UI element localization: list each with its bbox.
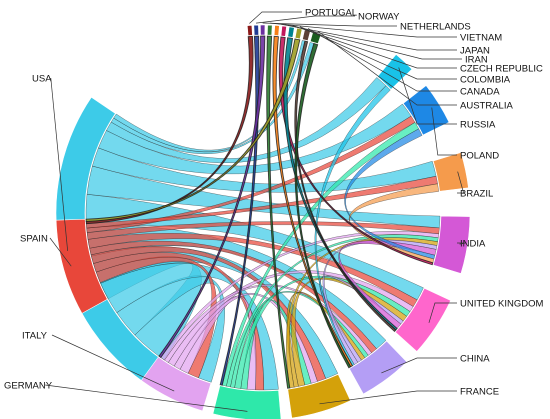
leader-line-italy (51, 334, 175, 392)
ribbons-layer (85, 35, 441, 391)
ribbon-germany-to-india (226, 234, 439, 388)
ribbon-spain-to-france (90, 246, 326, 382)
leader-line-brazil (457, 171, 465, 194)
ribbon-italy-to-united-kingdom (168, 270, 414, 367)
node-arc-netherlands (260, 24, 266, 36)
node-label-australia: AUSTRALIA (460, 101, 513, 112)
leader-line-usa (50, 77, 69, 252)
leader-line-australia (317, 30, 457, 106)
ribbon-spain-to-china (89, 240, 377, 353)
node-label-portugal: PORTUGAL (305, 8, 357, 19)
node-label-brazil: BRAZIL (460, 189, 493, 200)
leader-line-france (319, 390, 457, 405)
leader-line-portugal (249, 11, 302, 24)
leader-line-norway (255, 15, 355, 24)
leader-line-netherlands (262, 22, 397, 27)
ribbon-usa-to-united-kingdom (85, 194, 424, 301)
leader-line-canada (307, 28, 457, 92)
node-label-vietnam: VIETNAM (460, 33, 502, 44)
node-label-norway: NORWAY (358, 12, 400, 23)
node-label-poland: POLAND (460, 151, 499, 162)
ribbon-poland-to-india (344, 128, 436, 260)
node-label-colombia: COLOMBIA (460, 75, 511, 86)
node-arc-portugal (246, 25, 253, 36)
ribbon-vietnam-to-france (266, 35, 291, 389)
ribbon-italy-to-india (160, 231, 439, 361)
node-arc-spain (55, 218, 108, 314)
ribbon-norway-to-germany (219, 35, 260, 386)
ribbon-brazil-to-india (349, 183, 439, 264)
leader-line-vietnam (269, 22, 457, 38)
node-arc-france (287, 373, 351, 419)
node-label-czech-republic: CZECH REPUBLIC (460, 64, 543, 75)
leader-line-germany (45, 384, 248, 412)
node-label-china: CHINA (460, 354, 490, 365)
node-label-usa: USA (32, 74, 52, 85)
ribbon-usa-to-brazil (92, 147, 437, 193)
leader-line-spain (49, 237, 72, 267)
node-arcs-layer (55, 24, 471, 419)
node-label-united-kingdom: UNITED KINGDOM (460, 299, 543, 310)
node-arc-iran (280, 25, 287, 37)
ribbon-russia-to-china (314, 85, 391, 366)
node-label-iran: IRAN (465, 55, 488, 66)
node-label-russia: RUSSIA (460, 120, 496, 131)
node-label-spain: SPAIN (20, 234, 48, 245)
leader-line-india (457, 242, 466, 245)
node-label-india: INDIA (460, 239, 486, 250)
node-label-italy: ITALY (22, 331, 48, 342)
leader-line-china (381, 357, 457, 374)
node-label-netherlands: NETHERLANDS (400, 22, 471, 33)
node-arc-vietnam (267, 24, 273, 36)
node-arc-japan (273, 25, 280, 37)
node-label-france: FRANCE (460, 387, 499, 398)
node-arc-colombia (294, 27, 303, 40)
node-arc-czech-republic (287, 26, 295, 38)
node-arc-china (348, 340, 408, 395)
ribbon-germany-to-poland (222, 122, 419, 387)
node-label-japan: JAPAN (460, 46, 490, 57)
node-arc-brazil (432, 152, 469, 192)
node-arc-germany (212, 385, 282, 419)
node-label-canada: CANADA (460, 87, 500, 98)
ribbon-canada-to-united-kingdom (294, 40, 397, 333)
ribbon-netherlands-to-italy (158, 35, 266, 359)
leader-line-united-kingdom (428, 302, 457, 323)
node-arc-united-kingdom (394, 287, 452, 352)
leader-line-czech-republic (291, 24, 457, 69)
ribbon-spain-to-united-kingdom (87, 233, 418, 307)
ribbon-portugal-to-spain (85, 35, 254, 225)
ribbon-colombia-to-spain (85, 38, 301, 222)
ribbon-australia-to-china (294, 42, 352, 369)
leader-line-poland (431, 107, 457, 156)
leader-line-russia (398, 67, 457, 125)
node-arc-india (432, 215, 471, 274)
ribbon-japan-to-china (272, 35, 354, 368)
node-label-germany: GERMANY (4, 381, 53, 392)
node-arc-poland (402, 85, 450, 136)
node-arc-norway (253, 24, 259, 36)
leader-line-japan (277, 23, 457, 51)
leader-line-colombia (299, 26, 457, 80)
ribbon-usa-to-canada (113, 40, 306, 152)
leader-line-iran (284, 23, 462, 60)
